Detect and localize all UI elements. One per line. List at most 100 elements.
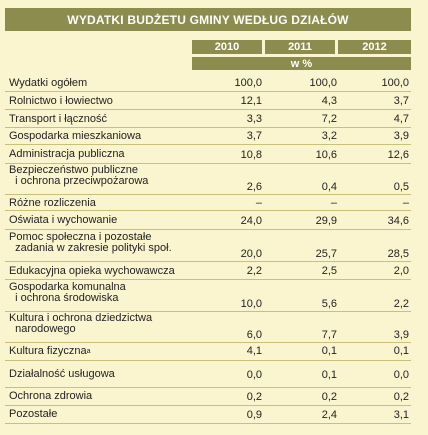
row-label: Administracja publiczna [9, 148, 125, 160]
cell-2011: 29,9 [315, 214, 337, 227]
table-row: Wydatki ogółem 100,0 100,0 100,0 [5, 75, 411, 91]
table-row: Kultura i ochrona dziedzictwa narodowego… [5, 312, 411, 342]
cell-2010: 0,0 [246, 368, 262, 381]
row-label: Wydatki ogółem [9, 76, 88, 89]
cell-2010: 3,7 [246, 130, 262, 142]
row-divider [5, 229, 411, 230]
row-label: Kultura i ochrona dziedzictwa narodowego [9, 312, 153, 335]
year-header-2011: 2011 [265, 40, 335, 54]
year-header-2012: 2012 [338, 40, 411, 54]
cell-2010: 2,2 [246, 265, 262, 277]
cell-2010: 0,2 [246, 390, 262, 403]
cell-2012: 3,7 [393, 95, 409, 107]
cell-2012: 3,9 [393, 329, 409, 341]
row-label: Działalność usługowa [9, 368, 115, 380]
cell-2010: 4,1 [246, 345, 262, 357]
table-row: Ochrona zdrowia 0,2 0,2 0,2 [5, 388, 411, 405]
row-label: Gospodarka mieszkaniowa [9, 129, 142, 142]
cell-2012: 12,6 [387, 148, 409, 161]
row-divider [5, 405, 411, 406]
cell-2011: 25,7 [315, 248, 337, 260]
table-row: Transport i łączność 3,3 7,2 4,7 [5, 111, 411, 127]
table-title: WYDATKI BUDŻETU GMINY WEDŁUG DZIAŁÓW [5, 8, 411, 31]
row-divider [5, 109, 411, 110]
row-divider [5, 210, 411, 211]
cell-2010: 2,6 [246, 181, 262, 193]
cell-2012: 3,9 [393, 130, 409, 142]
cell-2010: 100,0 [234, 77, 262, 89]
cell-2010: 12,1 [240, 95, 262, 107]
cell-2011: 4,3 [321, 95, 337, 107]
cell-2011: – [330, 197, 337, 209]
row-label: Bezpieczeństwo publiczne i ochrona przec… [9, 164, 149, 187]
cell-2011: 5,6 [321, 298, 337, 310]
table-row: Edukacyjna opieka wychowawcza 2,2 2,5 2,0 [5, 263, 411, 279]
cell-2010: 3,3 [246, 113, 262, 125]
cell-2012: 3,1 [393, 408, 409, 421]
cell-2012: 2,0 [393, 265, 409, 277]
cell-2012: 0,1 [393, 345, 409, 357]
cell-2012: 4,7 [393, 113, 409, 125]
table-row: Kultura fizyczna a 4,1 0,1 0,1 [5, 342, 411, 360]
row-divider [5, 387, 411, 388]
cell-2012: – [402, 197, 409, 209]
cell-2012: 0,5 [393, 181, 409, 193]
cell-2012: 100,0 [381, 77, 409, 89]
table-row: Gospodarka mieszkaniowa 3,7 3,2 3,9 [5, 128, 411, 144]
table-row: Pomoc społeczna i pozostałe zadania w za… [5, 231, 411, 261]
row-label: Ochrona zdrowia [9, 390, 93, 402]
row-label: Transport i łączność [9, 112, 108, 125]
table-row: Różne rozliczenia – – – [5, 196, 411, 210]
row-label: Różne rozliczenia [9, 196, 96, 209]
row-divider [5, 279, 411, 280]
row-label: Kultura fizyczna a [9, 344, 91, 357]
cell-2010: 0,9 [246, 408, 262, 421]
cell-2011: 100,0 [309, 77, 337, 89]
cell-2012: 34,6 [387, 214, 409, 227]
cell-2011: 7,2 [321, 113, 337, 125]
cell-2010: 6,0 [246, 329, 262, 341]
table-row: Administracja publiczna 10,8 10,6 12,6 [5, 146, 411, 163]
footnote-marker: a [86, 347, 91, 355]
cell-2012: 2,2 [393, 298, 409, 310]
table-row: Rolnictwo i łowiectwo 12,1 4,3 3,7 [5, 93, 411, 109]
cell-2010: 20,0 [240, 248, 262, 260]
row-divider [5, 311, 411, 312]
cell-2011: 7,7 [321, 329, 337, 341]
cell-2011: 0,4 [321, 181, 337, 193]
table-row: Gospodarka komunalna i ochrona środowisk… [5, 281, 411, 311]
row-divider [5, 261, 411, 262]
cell-2011: 3,2 [321, 130, 337, 142]
cell-2011: 0,2 [321, 390, 337, 403]
cell-2011: 2,4 [321, 408, 337, 421]
year-header-2010: 2010 [192, 40, 262, 54]
unit-header: w % [192, 57, 411, 70]
row-divider [5, 91, 411, 92]
cell-2011: 0,1 [321, 345, 337, 357]
row-divider [5, 127, 411, 128]
cell-2012: 0,0 [393, 368, 409, 381]
row-divider [5, 194, 411, 195]
table-row: Pozostałe 0,9 2,4 3,1 [5, 406, 411, 423]
cell-2010: 24,0 [240, 214, 262, 227]
cell-2011: 0,1 [321, 368, 337, 381]
row-divider [5, 342, 411, 343]
row-label: Pozostałe [9, 408, 58, 420]
row-divider [5, 144, 411, 145]
cell-2010: 10,0 [240, 298, 262, 310]
cell-2011: 2,5 [321, 265, 337, 277]
table-row: Bezpieczeństwo publiczne i ochrona przec… [5, 164, 411, 194]
row-label: Gospodarka komunalna i ochrona środowisk… [9, 281, 126, 304]
cell-2012: 0,2 [393, 390, 409, 403]
row-divider [5, 360, 411, 361]
cell-2010: 10,8 [240, 148, 262, 161]
cell-2011: 10,6 [315, 148, 337, 161]
cell-2010: – [255, 197, 262, 209]
table-row: Oświata i wychowanie 24,0 29,9 34,6 [5, 212, 411, 229]
row-label: Edukacyjna opieka wychowawcza [9, 264, 175, 277]
table-row: Działalność usługowa 0,0 0,1 0,0 [5, 362, 411, 387]
row-divider [5, 163, 411, 164]
row-divider [5, 423, 411, 424]
row-label: Rolnictwo i łowiectwo [9, 94, 113, 107]
